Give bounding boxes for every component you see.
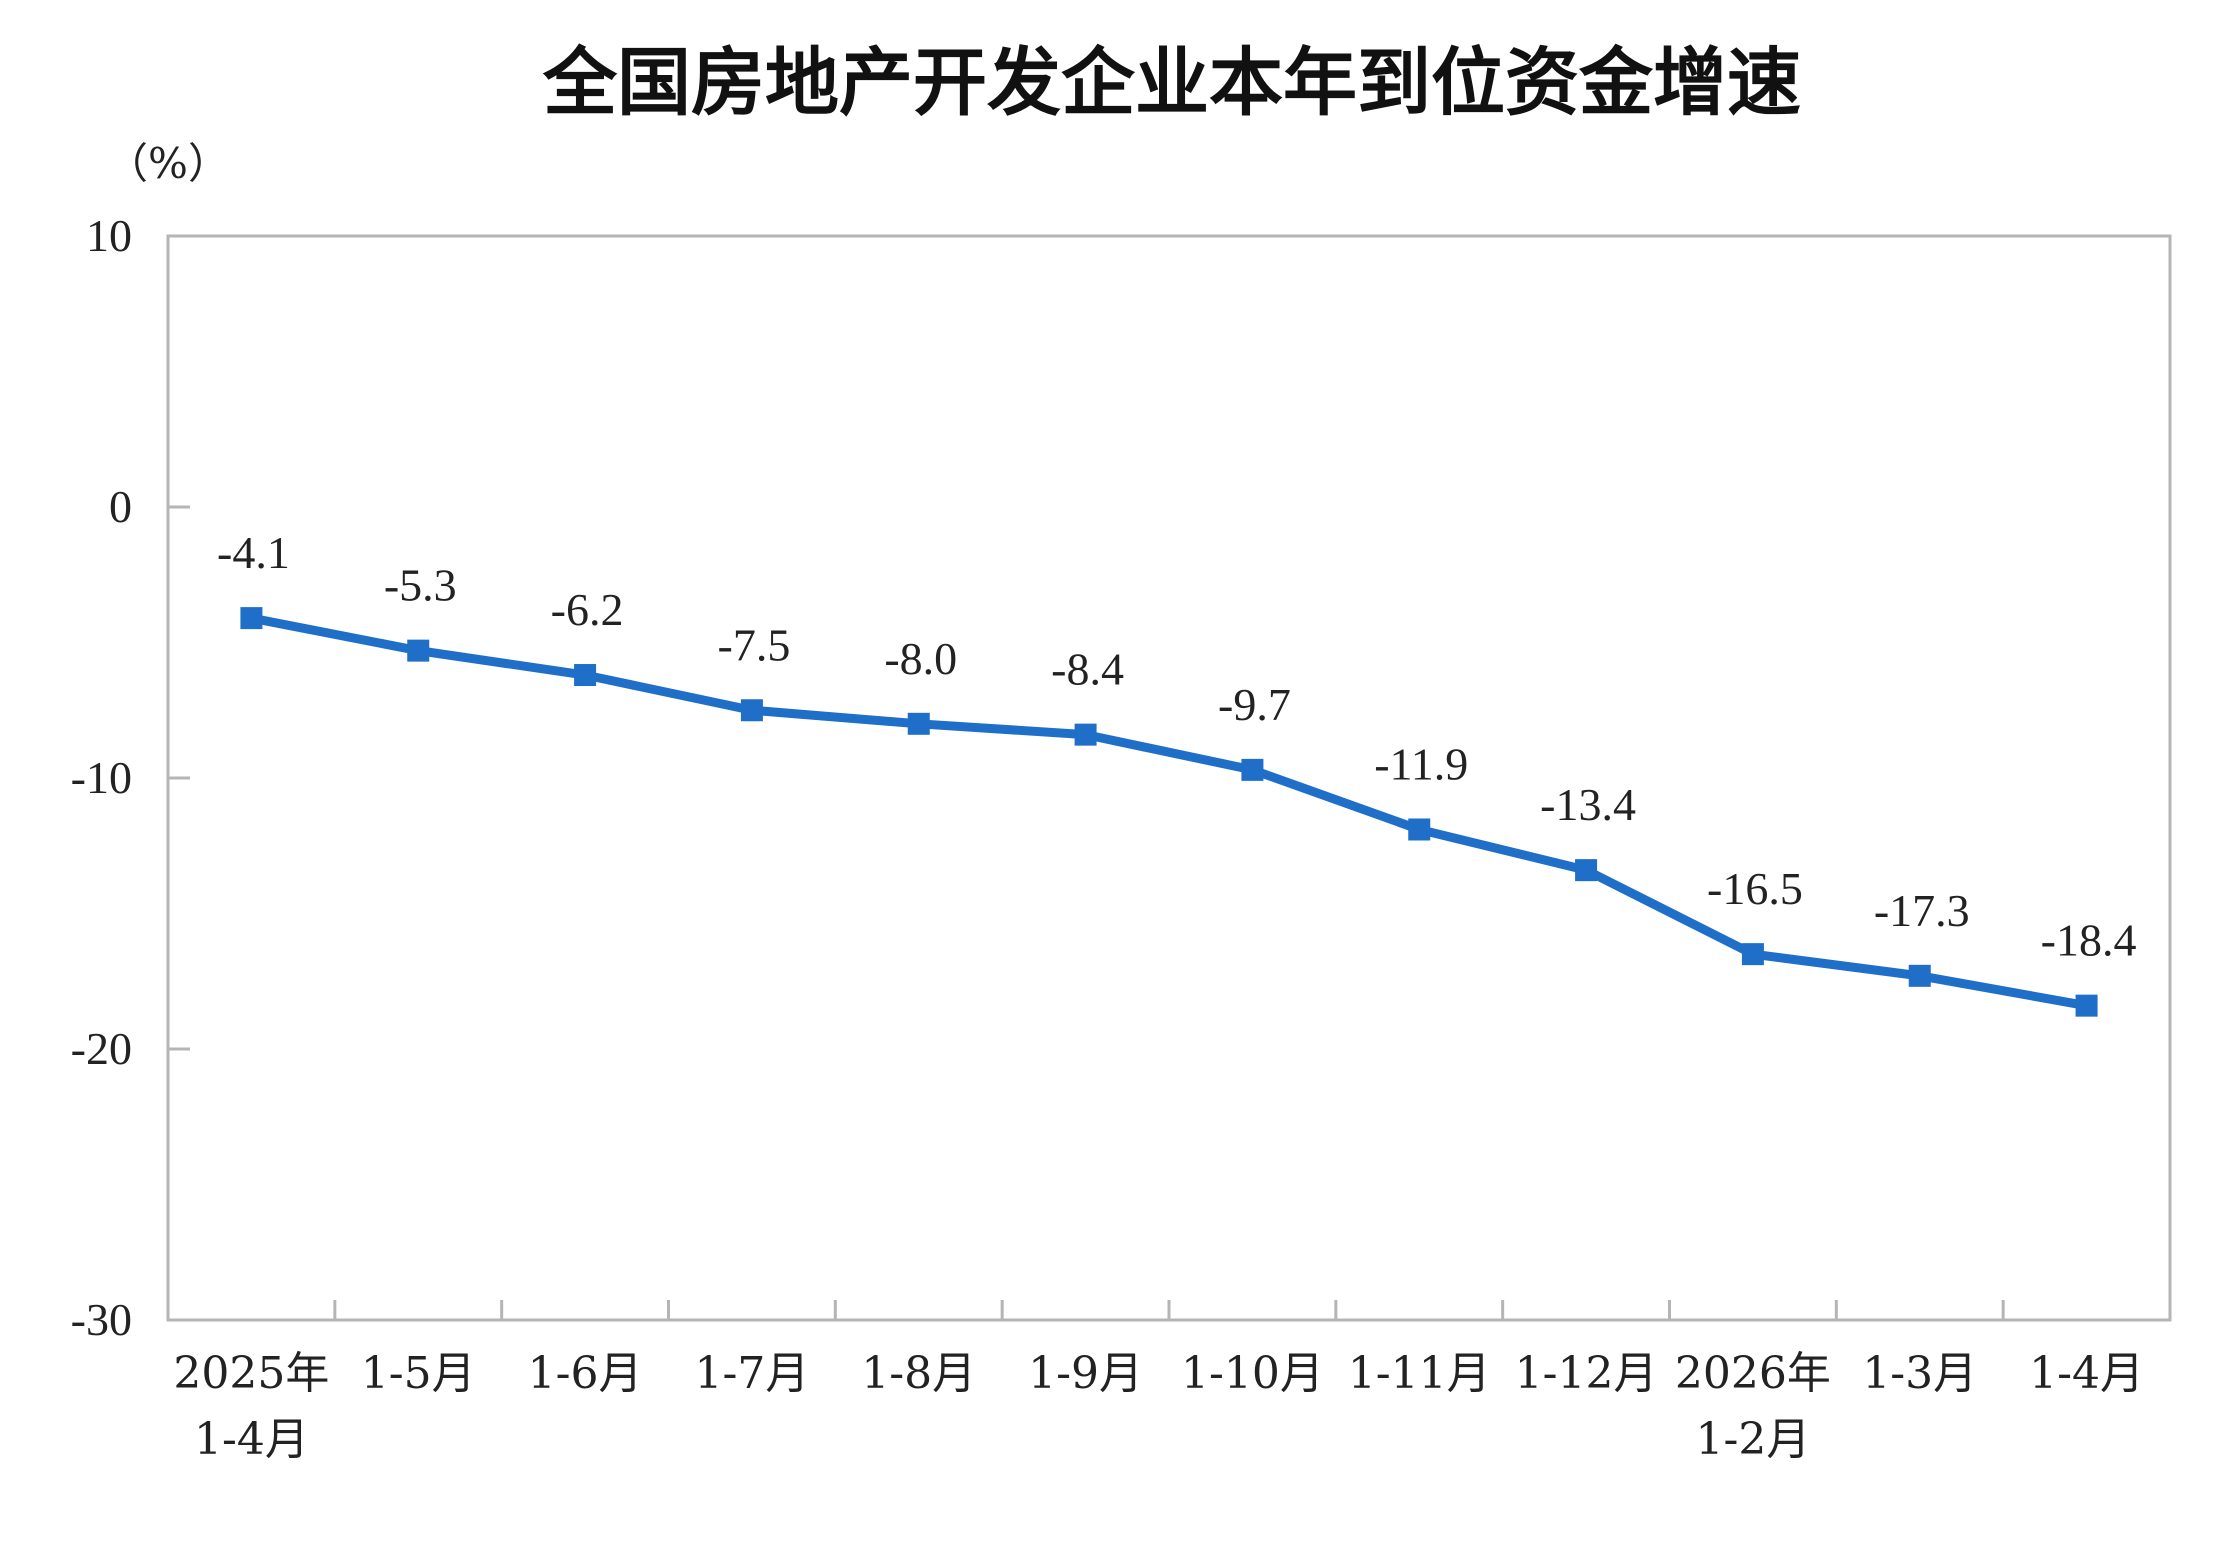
x-tick-label: 1-12月 — [1515, 1348, 1658, 1399]
x-tick-label-line: 1-4月 — [2029, 1348, 2144, 1399]
x-tick-label: 2026年 1-2月 — [1675, 1348, 1831, 1465]
y-tick-label: -20 — [71, 1023, 132, 1074]
data-point-marker — [407, 639, 430, 662]
x-tick-label-line: 1-6月 — [528, 1348, 643, 1399]
x-tick-label: 1-3月 — [1862, 1348, 1977, 1399]
y-tick-label: -30 — [71, 1294, 132, 1345]
data-point-marker — [907, 712, 930, 735]
data-label: -16.5 — [1707, 863, 1803, 914]
x-tick-label-line: 1-8月 — [861, 1348, 976, 1399]
data-point-marker — [1908, 964, 1931, 987]
data-point-marker — [1741, 943, 1764, 966]
data-label: -11.9 — [1374, 738, 1468, 789]
x-tick-label-line: 1-3月 — [1862, 1348, 1977, 1399]
data-label: -4.1 — [217, 527, 290, 578]
data-labels: -4.1 -5.3 -6.2 -7.5 -8.0 -8.4 -9.7 -11.9 -13.4 -1… — [217, 527, 2136, 966]
chart-title: 全国房地产开发企业本年到位资金增速 — [542, 40, 1801, 126]
x-tick-label: 1-5月 — [361, 1348, 476, 1399]
data-label: -9.7 — [1218, 679, 1291, 730]
x-tick-label: 1-10月 — [1181, 1348, 1324, 1399]
data-point-marker — [1408, 818, 1431, 841]
x-tick-label-line: 1-10月 — [1181, 1348, 1324, 1399]
x-tick-label: 1-6月 — [528, 1348, 643, 1399]
y-axis: 10 0 -10 -20 -30 — [71, 210, 190, 1345]
x-tick-label: 1-4月 — [2029, 1348, 2144, 1399]
y-tick-label: 10 — [86, 210, 132, 261]
x-axis: 2025年 1-4月 1-5月 1-6月 1-7月 1-8月 1-9月 1-10月 1-11月 1… — [173, 1300, 2144, 1465]
data-label: -6.2 — [551, 584, 624, 635]
x-tick-label-line: 1-4月 — [194, 1414, 309, 1465]
data-point-marker — [740, 699, 763, 722]
data-point-marker — [240, 607, 263, 630]
data-point-marker — [1074, 723, 1097, 746]
x-tick-label: 2025年 1-4月 — [173, 1348, 329, 1465]
x-tick-label-line: 1-11月 — [1348, 1348, 1491, 1399]
data-label: -18.4 — [2041, 915, 2137, 966]
data-label: -8.4 — [1051, 644, 1124, 695]
data-label: -13.4 — [1540, 779, 1636, 830]
x-tick-label: 1-9月 — [1028, 1348, 1143, 1399]
x-tick-label-line: 1-5月 — [361, 1348, 476, 1399]
data-point-marker — [1241, 758, 1264, 781]
x-tick-label: 1-8月 — [861, 1348, 976, 1399]
x-tick-label-line: 1-7月 — [694, 1348, 809, 1399]
x-tick-label: 1-7月 — [694, 1348, 809, 1399]
series-layer — [240, 607, 2098, 1017]
series-line — [246, 613, 2092, 1011]
y-tick-label: -10 — [71, 752, 132, 803]
data-label: -8.0 — [884, 633, 957, 684]
data-point-marker — [2075, 994, 2098, 1017]
data-point-marker — [1575, 859, 1598, 882]
x-tick-label-line: 2026年 — [1675, 1348, 1831, 1399]
x-tick-label-line: 1-2月 — [1695, 1414, 1810, 1465]
x-tick-label-line: 2025年 — [173, 1348, 329, 1399]
y-axis-unit-label: （%） — [106, 139, 230, 188]
y-tick-label: 0 — [109, 481, 132, 532]
x-tick-label-line: 1-12月 — [1515, 1348, 1658, 1399]
data-label: -7.5 — [718, 619, 791, 670]
data-label: -17.3 — [1874, 885, 1970, 936]
data-point-marker — [574, 664, 597, 687]
x-tick-label-line: 1-9月 — [1028, 1348, 1143, 1399]
x-tick-label: 1-11月 — [1348, 1348, 1491, 1399]
data-label: -5.3 — [384, 560, 457, 611]
